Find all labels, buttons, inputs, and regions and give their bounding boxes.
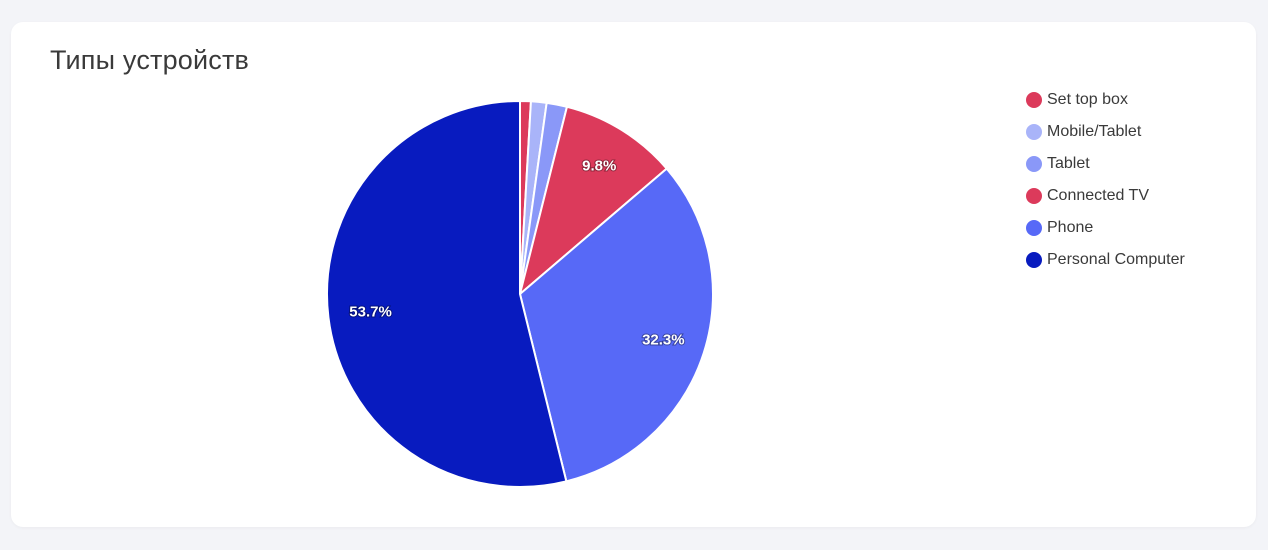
legend-dot-icon (1026, 124, 1042, 140)
legend-item-personal-computer[interactable]: Personal Computer (1026, 244, 1185, 276)
legend-label: Tablet (1047, 155, 1090, 172)
device-types-card: Типы устройств 9.8% 32.3% 53.7% Set top bo… (11, 22, 1256, 527)
legend-item-phone[interactable]: Phone (1026, 212, 1185, 244)
legend-item-tablet[interactable]: Tablet (1026, 148, 1185, 180)
legend-label: Connected TV (1047, 187, 1149, 204)
legend-item-mobile-tablet[interactable]: Mobile/Tablet (1026, 116, 1185, 148)
slice-label-phone: 32.3% (642, 331, 685, 348)
legend-label: Personal Computer (1047, 251, 1185, 268)
legend-dot-icon (1026, 92, 1042, 108)
pie-slice-phone[interactable] (519, 167, 714, 483)
pie-labels: 9.8% 32.3% 53.7% (348, 157, 685, 350)
slice-label-personal-computer: 53.7% (349, 304, 392, 321)
legend-item-set-top-box[interactable]: Set top box (1026, 84, 1185, 116)
legend-dot-icon (1026, 156, 1042, 172)
pie-slice-connected-tv[interactable] (519, 105, 668, 295)
pie-slices (326, 100, 714, 488)
legend-dot-icon (1026, 252, 1042, 268)
chart-legend: Set top box Mobile/Tablet Tablet Connected … (1026, 84, 1185, 276)
pie-slice-personal-computer[interactable] (326, 100, 568, 488)
legend-dot-icon (1026, 220, 1042, 236)
slice-label-connected-tv: 9.8% (582, 158, 616, 175)
legend-label: Phone (1047, 219, 1094, 236)
chart-title: Типы устройств (50, 45, 250, 75)
legend-label: Set top box (1047, 91, 1128, 108)
pie-chart: 9.8% 32.3% 53.7% (326, 100, 714, 488)
legend-label: Mobile/Tablet (1047, 123, 1142, 140)
legend-dot-icon (1026, 188, 1042, 204)
legend-item-connected-tv[interactable]: Connected TV (1026, 180, 1185, 212)
